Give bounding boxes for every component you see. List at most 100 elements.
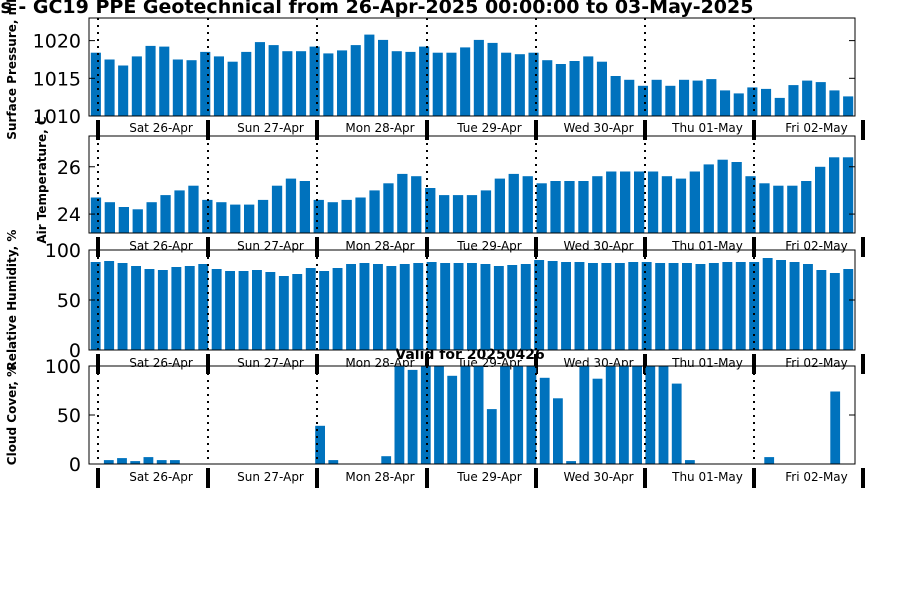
bar <box>282 51 293 117</box>
bar <box>440 263 451 350</box>
panel-4: Sat 26-Apr Sun 27-Apr Mon 28-Apr Tue 29-Apr… <box>5 356 865 488</box>
bar <box>675 178 687 233</box>
bar <box>355 197 366 233</box>
bar <box>265 272 276 350</box>
bar <box>130 461 141 464</box>
bar <box>373 264 383 350</box>
bar <box>90 262 101 350</box>
bar <box>513 366 524 464</box>
plot-frame <box>88 365 856 465</box>
x-tick-label: Tue 29-Apr <box>456 121 521 135</box>
bar <box>722 262 733 350</box>
y-tick-label: 100 <box>45 356 81 378</box>
x-tick-label: Sun 27-Apr <box>237 121 304 135</box>
bar <box>381 456 392 464</box>
y-tick-label: 1020 <box>33 31 81 53</box>
bar <box>364 34 375 116</box>
bar <box>619 366 629 464</box>
bar <box>692 80 703 116</box>
bar <box>843 96 854 116</box>
x-tick-label: Thu 01-May <box>671 356 743 370</box>
bar <box>378 39 389 116</box>
bar <box>803 264 813 350</box>
bar <box>252 270 262 350</box>
bar <box>446 52 457 116</box>
bar <box>453 263 464 350</box>
bar <box>668 263 679 350</box>
bar <box>829 273 840 350</box>
bar <box>815 166 826 233</box>
bar <box>764 457 775 464</box>
bar <box>144 269 155 350</box>
x-tick-label: Tue 29-Apr <box>456 470 521 484</box>
bar <box>526 366 537 464</box>
bar <box>159 46 170 116</box>
bar <box>596 61 607 116</box>
bar <box>592 378 603 464</box>
bar <box>843 269 854 350</box>
bar <box>706 79 717 116</box>
y-tick-label: 50 <box>57 405 81 427</box>
x-tick-label: Wed 30-Apr <box>563 239 633 253</box>
bar <box>789 262 800 350</box>
bar <box>420 366 431 464</box>
bar <box>202 199 213 233</box>
bar <box>386 266 397 350</box>
bar <box>143 457 154 464</box>
x-tick-label: Sun 27-Apr <box>237 239 304 253</box>
bar <box>801 181 812 233</box>
bar <box>624 79 635 116</box>
bar <box>645 366 656 464</box>
bar <box>315 425 325 464</box>
bar <box>90 52 101 116</box>
bar <box>679 79 690 116</box>
bar <box>118 207 129 233</box>
bar <box>480 190 492 233</box>
bar <box>359 263 370 350</box>
bar <box>520 264 531 350</box>
bar <box>257 199 269 233</box>
x-tick-label: Sun 27-Apr <box>237 470 304 484</box>
bar <box>171 267 182 350</box>
bar <box>413 263 424 350</box>
bar <box>731 162 742 233</box>
bar <box>816 270 827 350</box>
bar <box>759 183 770 233</box>
x-tick-label: Sat 26-Apr <box>129 470 193 484</box>
bar <box>328 460 339 464</box>
bar <box>661 176 673 233</box>
bar <box>708 263 719 350</box>
bar <box>522 176 533 233</box>
bar <box>346 264 356 350</box>
bar <box>829 157 840 233</box>
y-tick-label: 0 <box>69 454 81 476</box>
bar <box>118 65 129 116</box>
bar <box>391 51 402 117</box>
bar <box>776 260 786 350</box>
bar <box>606 171 617 233</box>
plot-frame <box>88 135 856 234</box>
x-tick-label: Wed 30-Apr <box>563 470 633 484</box>
bar <box>665 85 676 116</box>
bar <box>460 47 471 116</box>
bar <box>411 176 422 233</box>
bar <box>634 171 645 233</box>
bar <box>117 458 127 464</box>
bar <box>323 53 334 116</box>
bar <box>313 199 324 233</box>
bar <box>341 199 352 233</box>
bar <box>487 42 498 116</box>
plot-frame <box>88 17 856 117</box>
x-tick-label: Sat 26-Apr <box>129 239 193 253</box>
x-tick-label: Fri 02-May <box>785 470 848 484</box>
bar <box>90 197 102 233</box>
bar <box>773 185 784 233</box>
bar <box>689 171 700 233</box>
x-tick-label: Fri 02-May <box>785 121 848 135</box>
bar <box>131 56 142 116</box>
panel-3: Sat 26-Apr Sun 27-Apr Mon 28-Apr Tue 29-Apr… <box>5 230 865 374</box>
bar <box>299 181 310 233</box>
bar <box>695 264 706 350</box>
bar <box>655 263 666 350</box>
y-axis-label: Cloud Cover, % <box>5 365 19 465</box>
